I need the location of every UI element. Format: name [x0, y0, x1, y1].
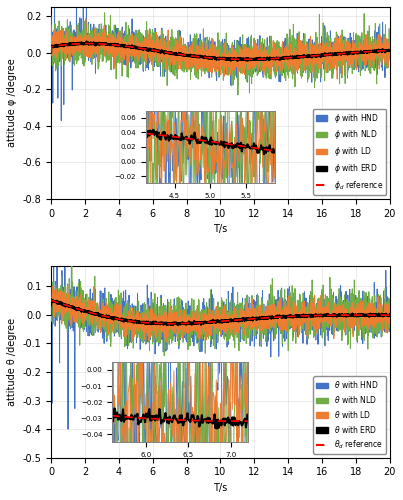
X-axis label: T/s: T/s [213, 483, 228, 493]
Legend: $\phi$ with HND, $\phi$ with NLD, $\phi$ with LD, $\phi$ with ERD, $\phi_d$ refe: $\phi$ with HND, $\phi$ with NLD, $\phi$… [313, 108, 386, 195]
Y-axis label: attitude φ /degree: attitude φ /degree [7, 58, 17, 147]
Y-axis label: attitude θ /degree: attitude θ /degree [7, 318, 17, 406]
X-axis label: T/s: T/s [213, 224, 228, 234]
Legend: $\theta$ with HND, $\theta$ with NLD, $\theta$ with LD, $\theta$ with ERD, $\the: $\theta$ with HND, $\theta$ with NLD, $\… [314, 376, 386, 454]
